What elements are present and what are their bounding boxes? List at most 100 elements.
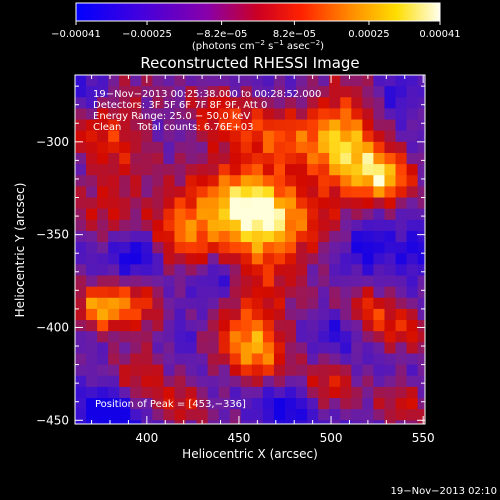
heatmap-cell <box>273 375 286 388</box>
heatmap-cell <box>395 164 408 176</box>
heatmap-cell <box>240 253 253 265</box>
heatmap-cell <box>174 141 187 154</box>
heatmap-cell <box>75 186 87 199</box>
heatmap-cell <box>218 230 231 243</box>
heatmap-cell <box>240 264 253 277</box>
heatmap-cell <box>196 364 209 377</box>
heatmap-cell <box>130 242 142 254</box>
heatmap-cell <box>285 130 297 143</box>
heatmap-cell <box>86 141 98 154</box>
heatmap-cell <box>318 364 330 377</box>
heatmap-cell <box>152 164 165 176</box>
heatmap-cell <box>86 164 98 176</box>
heatmap-cell <box>229 242 242 254</box>
heatmap-cell <box>406 242 419 254</box>
heatmap-cell <box>429 220 441 232</box>
heatmap-cell <box>417 342 425 355</box>
heatmap-cell <box>395 141 408 154</box>
heatmap-cell <box>329 264 341 277</box>
heatmap-cell <box>229 342 242 355</box>
heatmap-cell <box>240 308 253 321</box>
heatmap-cell <box>119 130 131 143</box>
heatmap-cell <box>218 152 231 165</box>
heatmap-cell <box>285 420 297 424</box>
heatmap-cell <box>75 253 87 265</box>
heatmap-cell <box>163 342 176 355</box>
heatmap-cell <box>373 320 386 332</box>
heatmap-cell <box>141 342 153 355</box>
heatmap-cell <box>86 264 98 277</box>
heatmap-cell <box>373 342 386 355</box>
heatmap-cell <box>119 242 131 254</box>
heatmap-cell <box>429 75 441 87</box>
heatmap-cell <box>196 75 209 87</box>
heatmap-cell <box>141 286 153 299</box>
heatmap-cell <box>229 253 242 265</box>
heatmap-cell <box>373 275 386 288</box>
heatmap-cell <box>417 386 425 399</box>
heatmap-cell <box>97 342 109 355</box>
heatmap-cell <box>417 208 425 221</box>
heatmap-cell <box>97 398 109 410</box>
heatmap-cell <box>351 197 363 210</box>
y-axis-label: Heliocentric Y (arcsec) <box>13 183 27 318</box>
heatmap-cell <box>119 275 131 288</box>
heatmap-cell <box>251 186 264 199</box>
heatmap-cell <box>285 342 297 355</box>
heatmap-cell <box>251 253 264 265</box>
heatmap-cell <box>406 108 419 121</box>
heatmap-cell <box>240 353 253 366</box>
heatmap-cell <box>429 120 441 132</box>
heatmap-cell <box>351 141 363 154</box>
heatmap-cell <box>130 164 142 176</box>
heatmap-cell <box>163 364 176 377</box>
heatmap-cell <box>296 386 308 399</box>
heatmap-cell <box>251 108 264 121</box>
heatmap-cell <box>86 297 98 310</box>
heatmap-cell <box>141 119 153 132</box>
heatmap-cell <box>406 175 419 187</box>
heatmap-cell <box>429 264 441 276</box>
heatmap-cell <box>406 331 419 343</box>
info-block: 19−Nov−2013 00:25:38.000 to 00:28:52.000… <box>93 89 321 133</box>
heatmap-cell <box>152 208 165 221</box>
heatmap-cell <box>395 253 408 265</box>
heatmap-cell <box>75 331 87 343</box>
heatmap-cell <box>207 86 220 98</box>
heatmap-cell <box>395 175 408 187</box>
heatmap-cell <box>351 152 363 165</box>
heatmap-cell <box>141 264 153 277</box>
heatmap-cell <box>296 264 308 277</box>
heatmap-cell <box>75 141 87 154</box>
heatmap-cell <box>273 152 286 165</box>
heatmap-cell <box>351 275 363 288</box>
heatmap-cell <box>174 398 187 410</box>
heatmap-cell <box>251 375 264 388</box>
heatmap-cell <box>251 320 264 332</box>
heatmap-cell <box>307 398 319 410</box>
heatmap-cell <box>262 353 275 366</box>
heatmap-cell <box>152 264 165 277</box>
heatmap-cell <box>174 275 187 288</box>
heatmap-cell <box>262 175 275 187</box>
heatmap-cell <box>119 409 131 421</box>
heatmap-cell <box>207 320 220 332</box>
heatmap-cell <box>119 75 131 87</box>
heatmap-cell <box>262 286 275 299</box>
heatmap-cell <box>251 130 264 143</box>
heatmap-cell <box>395 86 408 98</box>
info-line-energy: Energy Range: 25.0 − 50.0 keV <box>93 111 250 122</box>
heatmap-cell <box>97 420 109 424</box>
heatmap-cell <box>285 253 297 265</box>
heatmap-cell <box>351 219 363 232</box>
heatmap-cell <box>130 420 142 424</box>
heatmap-cell <box>174 119 187 132</box>
heatmap-cell <box>318 141 330 154</box>
heatmap-cell <box>218 119 231 132</box>
heatmap-cell <box>429 231 441 243</box>
heatmap-cell <box>417 197 425 210</box>
heatmap-cell <box>75 364 87 377</box>
heatmap-cell <box>152 108 165 121</box>
heatmap-cell <box>141 152 153 165</box>
heatmap-cell <box>318 386 330 399</box>
